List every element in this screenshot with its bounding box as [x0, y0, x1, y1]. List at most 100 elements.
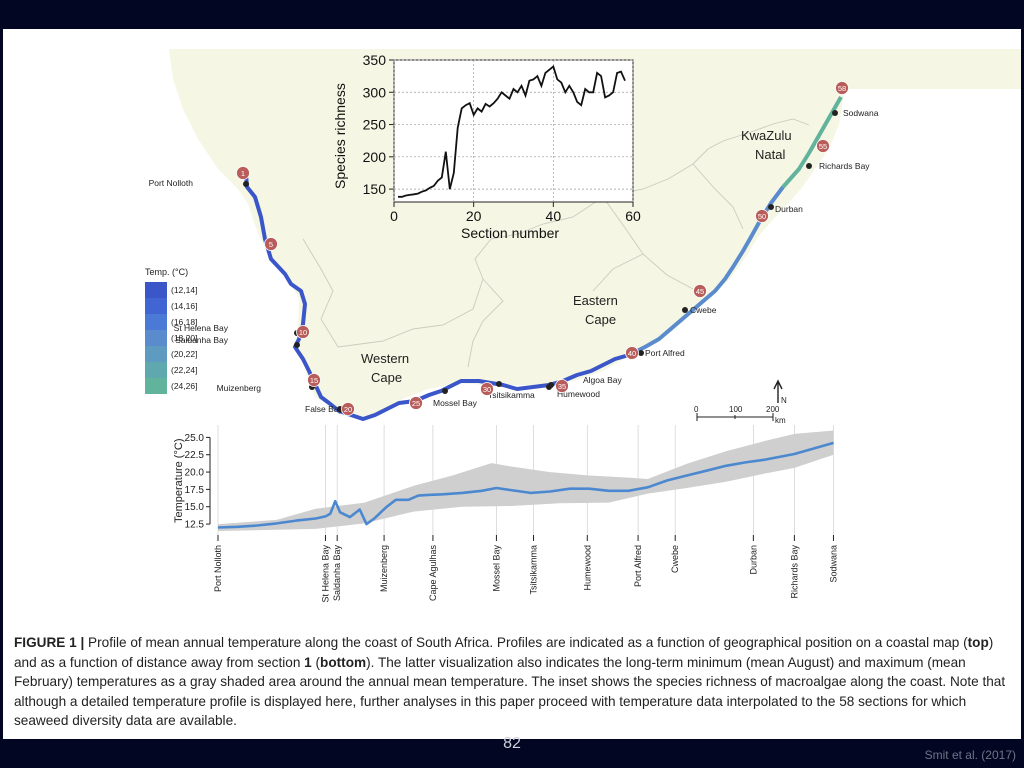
- station-label: St Helena Bay: [320, 545, 330, 603]
- station-label: Humewood: [582, 545, 592, 591]
- caption-bold-top: top: [967, 635, 989, 650]
- temp-ytick-label: 15.0: [185, 502, 205, 513]
- section-marker-label: 50: [758, 212, 766, 221]
- coastline-temperature: [244, 173, 630, 421]
- legend-label: (20,22]: [171, 349, 197, 359]
- legend-title: Temp. (°C): [145, 267, 188, 277]
- legend-swatch: [145, 378, 167, 394]
- section-marker: [755, 209, 769, 223]
- caption-text-4: ). The latter visualization also indicat…: [14, 654, 1006, 729]
- region-western-cape-line2: Cape: [371, 370, 402, 385]
- section-marker-label: 45: [696, 287, 704, 296]
- temp-ytick-label: 17.5: [185, 485, 205, 496]
- place-dot: [496, 381, 502, 387]
- section-marker-label: 25: [412, 399, 420, 408]
- inset-ytick-label: 200: [363, 149, 387, 165]
- north-label: N: [781, 396, 787, 405]
- station-label: Port Alfred: [633, 545, 643, 587]
- place-label: Port Nolloth: [149, 178, 194, 188]
- figure-caption: FIGURE 1 | Profile of mean annual temper…: [14, 633, 1014, 731]
- station-label: Mossel Bay: [491, 545, 501, 592]
- legend-swatch: [145, 330, 167, 346]
- station-label: Port Nolloth: [213, 545, 223, 592]
- region-eastern-cape-line2: Cape: [585, 312, 616, 327]
- section-marker: [307, 373, 321, 387]
- section-marker: [264, 237, 278, 251]
- station-label: Muizenberg: [379, 545, 389, 592]
- inset-xtick-label: 0: [390, 208, 398, 224]
- place-label: Saldanha Bay: [175, 335, 229, 345]
- section-marker: [816, 139, 830, 153]
- temp-ytick-label: 22.5: [185, 450, 205, 461]
- legend-label: (22,24]: [171, 365, 197, 375]
- region-kwazulu-line2: Natal: [755, 147, 785, 162]
- mean-temperature-line: [217, 441, 834, 529]
- station-label: Tsitsikamma: [529, 545, 539, 595]
- temp-ytick-label: 20.0: [185, 468, 205, 479]
- legend-swatch: [145, 362, 167, 378]
- land-area: [169, 49, 1021, 417]
- section-marker-label: 20: [344, 405, 352, 414]
- inset-ytick-label: 300: [363, 84, 387, 100]
- place-dot: [546, 384, 552, 390]
- inset-ytick-label: 350: [363, 52, 387, 68]
- legend-label: (14,16]: [171, 301, 197, 311]
- station-label: Cape Agulhas: [428, 545, 438, 602]
- station-labels: Port Nolloth St Helena Bay Saldanha Bay Mui…: [213, 545, 838, 603]
- region-kwazulu-line1: KwaZulu: [741, 128, 792, 143]
- north-arrow-icon: [773, 379, 783, 403]
- place-label: Sodwana: [843, 108, 879, 118]
- place-dot: [768, 204, 774, 210]
- station-label: Richards Bay: [789, 545, 799, 599]
- place-label: False Bay: [305, 404, 344, 414]
- inset-tick-labels: 150 200 250 300 350 0 20 40 60: [363, 52, 641, 224]
- section-marker: [625, 346, 639, 360]
- caption-text-2: ) and as a function of distance away fro…: [14, 635, 994, 670]
- temp-ytick-label: 25.0: [185, 433, 205, 444]
- province-border: [302, 118, 810, 368]
- section-marker-label: 5: [269, 240, 273, 249]
- place-label: Muizenberg: [217, 383, 262, 393]
- caption-bold-one: 1: [304, 654, 312, 670]
- place-label: Durban: [775, 204, 803, 214]
- section-marker-label: 15: [310, 376, 318, 385]
- section-marker-label: 30: [483, 385, 491, 394]
- caption-text-3: (: [311, 654, 321, 670]
- section-marker-label: 1: [241, 169, 245, 178]
- scale-bar: 0 100 200 km N: [694, 379, 787, 425]
- section-marker: [480, 382, 494, 396]
- place-label: Mossel Bay: [433, 398, 478, 408]
- inset-ytick-label: 150: [363, 181, 387, 197]
- place-label: Port Alfred: [645, 348, 685, 358]
- station-label: Durban: [748, 545, 758, 575]
- place-dot: [442, 388, 448, 394]
- slide-content: Western Cape Eastern Cape KwaZulu Natal …: [3, 29, 1021, 739]
- place-dot: [294, 342, 300, 348]
- place-dot: [243, 181, 249, 187]
- legend-swatch: [145, 282, 167, 298]
- place-label: Tsitsikamma: [488, 390, 535, 400]
- section-marker: [341, 402, 355, 416]
- temperature-profile-chart: 12.5 15.0 17.5 20.0 22.5 25.0 Temperature (°C…: [173, 425, 838, 603]
- min-max-band: [218, 430, 834, 531]
- section-marker: [296, 325, 310, 339]
- figure-graphic: Western Cape Eastern Cape KwaZulu Natal …: [145, 49, 1021, 603]
- section-marker: [236, 166, 250, 180]
- place-label: Cwebe: [690, 305, 717, 315]
- inset-ytick-label: 250: [363, 117, 387, 133]
- inset-xtick-label: 20: [466, 208, 482, 224]
- station-label: Saldanha Bay: [332, 545, 342, 602]
- place-dot: [682, 307, 688, 313]
- section-marker: [555, 379, 569, 393]
- temperature-legend: Temp. (°C) (12,14] (14,16] (16,18] (18,20] (…: [145, 267, 197, 394]
- temperature-ylabel: Temperature (°C): [173, 439, 185, 523]
- section-marker: [835, 81, 849, 95]
- region-eastern-cape-line1: Eastern: [573, 293, 618, 308]
- inset-ylabel: Species richness: [332, 83, 348, 189]
- region-western-cape-line1: Western: [361, 351, 409, 366]
- place-dot: [806, 163, 812, 169]
- section-marker: [693, 284, 707, 298]
- legend-label: (24,26]: [171, 381, 197, 391]
- legend-label: (16,18]: [171, 317, 197, 327]
